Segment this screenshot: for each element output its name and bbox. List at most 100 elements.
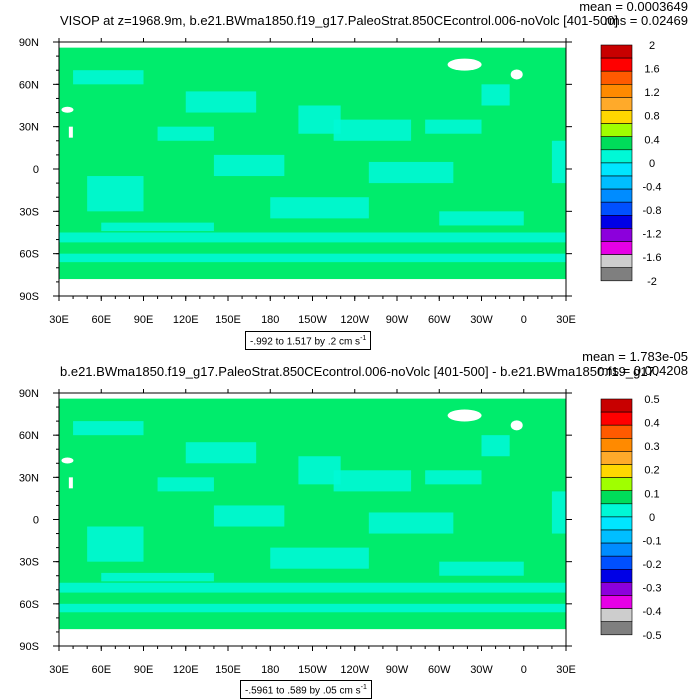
chart-title: b.e21.BWma1850.f19_g17.PaleoStrat.850CEc… [60, 365, 659, 379]
x-tick-label: 120E [173, 664, 199, 676]
cool-anomaly-patch [213, 505, 285, 527]
cool-anomaly-patch [185, 442, 257, 464]
cool-anomaly-patch [481, 435, 510, 457]
colorbar-swatch [600, 477, 633, 492]
colorbar-label: 0.8 [644, 111, 659, 123]
land-mask [510, 69, 523, 80]
colorbar-label: 0.5 [644, 394, 659, 406]
colorbar-label: -0.3 [643, 583, 662, 595]
rms-label: rms = 0.004208 [597, 363, 688, 378]
colorbar-swatch [600, 411, 633, 426]
cool-anomaly-patch [333, 119, 412, 141]
cool-anomaly-patch [101, 222, 214, 232]
x-tick-label: 30E [49, 314, 69, 326]
x-tick-label: 60E [91, 314, 111, 326]
chart-title: VISOP at z=1968.9m, b.e21.BWma1850.f19_g… [60, 13, 619, 28]
colorbar-label: -0.5 [643, 630, 662, 642]
cool-anomaly-patch [551, 140, 566, 184]
colorbar-label: 0 [649, 158, 655, 170]
cool-anomaly-patch [213, 154, 285, 177]
colorbar-swatch [600, 621, 633, 636]
rms-label: rms = 0.02469 [604, 13, 688, 28]
x-tick-label: 180 [261, 664, 279, 676]
y-tick-label: 0 [33, 515, 39, 527]
y-tick-label: 90S [19, 641, 39, 653]
colorbar-swatch [600, 555, 633, 570]
colorbar-label: -1.2 [643, 229, 662, 241]
x-tick-label: 90E [134, 314, 154, 326]
y-tick-label: 90N [19, 388, 39, 400]
x-tick-label: 120E [173, 314, 199, 326]
range-label: -.5961 to .589 by .05 cm s [245, 685, 361, 697]
x-tick-label: 150E [215, 314, 241, 326]
x-tick-label: 30W [470, 314, 493, 326]
y-tick-label: 90S [19, 291, 39, 303]
cool-anomaly-patch [157, 477, 214, 492]
cool-anomaly-patch [73, 421, 144, 436]
land-mask [68, 477, 73, 489]
x-tick-label: 30E [556, 664, 576, 676]
greenland-mask [447, 58, 482, 71]
x-tick-label: 150E [215, 664, 241, 676]
colorbar-label: 0.2 [644, 465, 659, 477]
x-tick-label: 120W [340, 314, 369, 326]
cool-anomaly-patch [59, 232, 566, 243]
land-mask [510, 420, 523, 431]
colorbar-swatch [600, 464, 633, 478]
y-tick-label: 0 [33, 164, 39, 176]
cool-anomaly-patch [368, 161, 454, 184]
colorbar-label: 0.4 [644, 418, 659, 430]
cool-anomaly-patch [59, 253, 566, 263]
mean-label: mean = 0.0003649 [579, 0, 688, 14]
colorbar-swatch [600, 529, 633, 544]
x-tick-label: 180 [261, 314, 279, 326]
colorbar-swatch [600, 490, 633, 505]
colorbar-swatch [600, 608, 633, 622]
x-tick-label: 90W [386, 314, 409, 326]
x-tick-label: 30E [49, 664, 69, 676]
cool-anomaly-patch [59, 603, 566, 613]
cool-anomaly-patch [425, 470, 482, 485]
range-unit-exponent: -1 [360, 335, 367, 342]
greenland-mask [447, 409, 482, 422]
colorbar-swatch [600, 451, 633, 465]
colorbar-label: 0 [649, 512, 655, 524]
mean-label: mean = 1.783e-05 [582, 349, 688, 364]
x-tick-label: 30W [470, 664, 493, 676]
land-mask [61, 106, 74, 113]
cool-anomaly-patch [73, 70, 144, 85]
cool-anomaly-patch [59, 582, 566, 593]
cool-anomaly-patch [439, 561, 524, 576]
land-mask [61, 457, 74, 464]
colorbar-label: -2 [647, 276, 657, 288]
y-tick-label: 30S [19, 557, 39, 569]
colorbar-label: -0.8 [643, 205, 662, 217]
colorbar-swatch [600, 437, 633, 452]
y-tick-label: 60S [19, 599, 39, 611]
cool-anomaly-patch [481, 84, 510, 106]
range-label-box: -.5961 to .589 by .05 cm s-1 [240, 680, 372, 700]
colorbar-label: -1.6 [643, 252, 662, 264]
land-mask [68, 126, 73, 138]
x-tick-label: 90E [134, 664, 154, 676]
x-tick-label: 60W [428, 664, 451, 676]
colorbar-swatch [600, 398, 633, 413]
y-tick-label: 30S [19, 206, 39, 218]
colorbar-label: -0.4 [643, 606, 662, 618]
cool-anomaly-patch [157, 126, 214, 141]
x-tick-label: 120W [340, 664, 369, 676]
y-tick-label: 60S [19, 249, 39, 261]
colorbar-swatch [600, 595, 633, 609]
x-tick-label: 30E [556, 314, 576, 326]
colorbar-swatch [600, 424, 633, 439]
colorbar-swatch [600, 516, 633, 531]
colorbar-label: 1.2 [644, 87, 659, 99]
cool-anomaly-patch [425, 119, 482, 134]
cool-anomaly-patch [185, 91, 257, 113]
cool-anomaly-patch [87, 526, 144, 562]
x-tick-label: 150W [298, 314, 327, 326]
range-label: -.992 to 1.517 by .2 cm s [250, 336, 361, 348]
colorbar-swatch [600, 542, 633, 557]
